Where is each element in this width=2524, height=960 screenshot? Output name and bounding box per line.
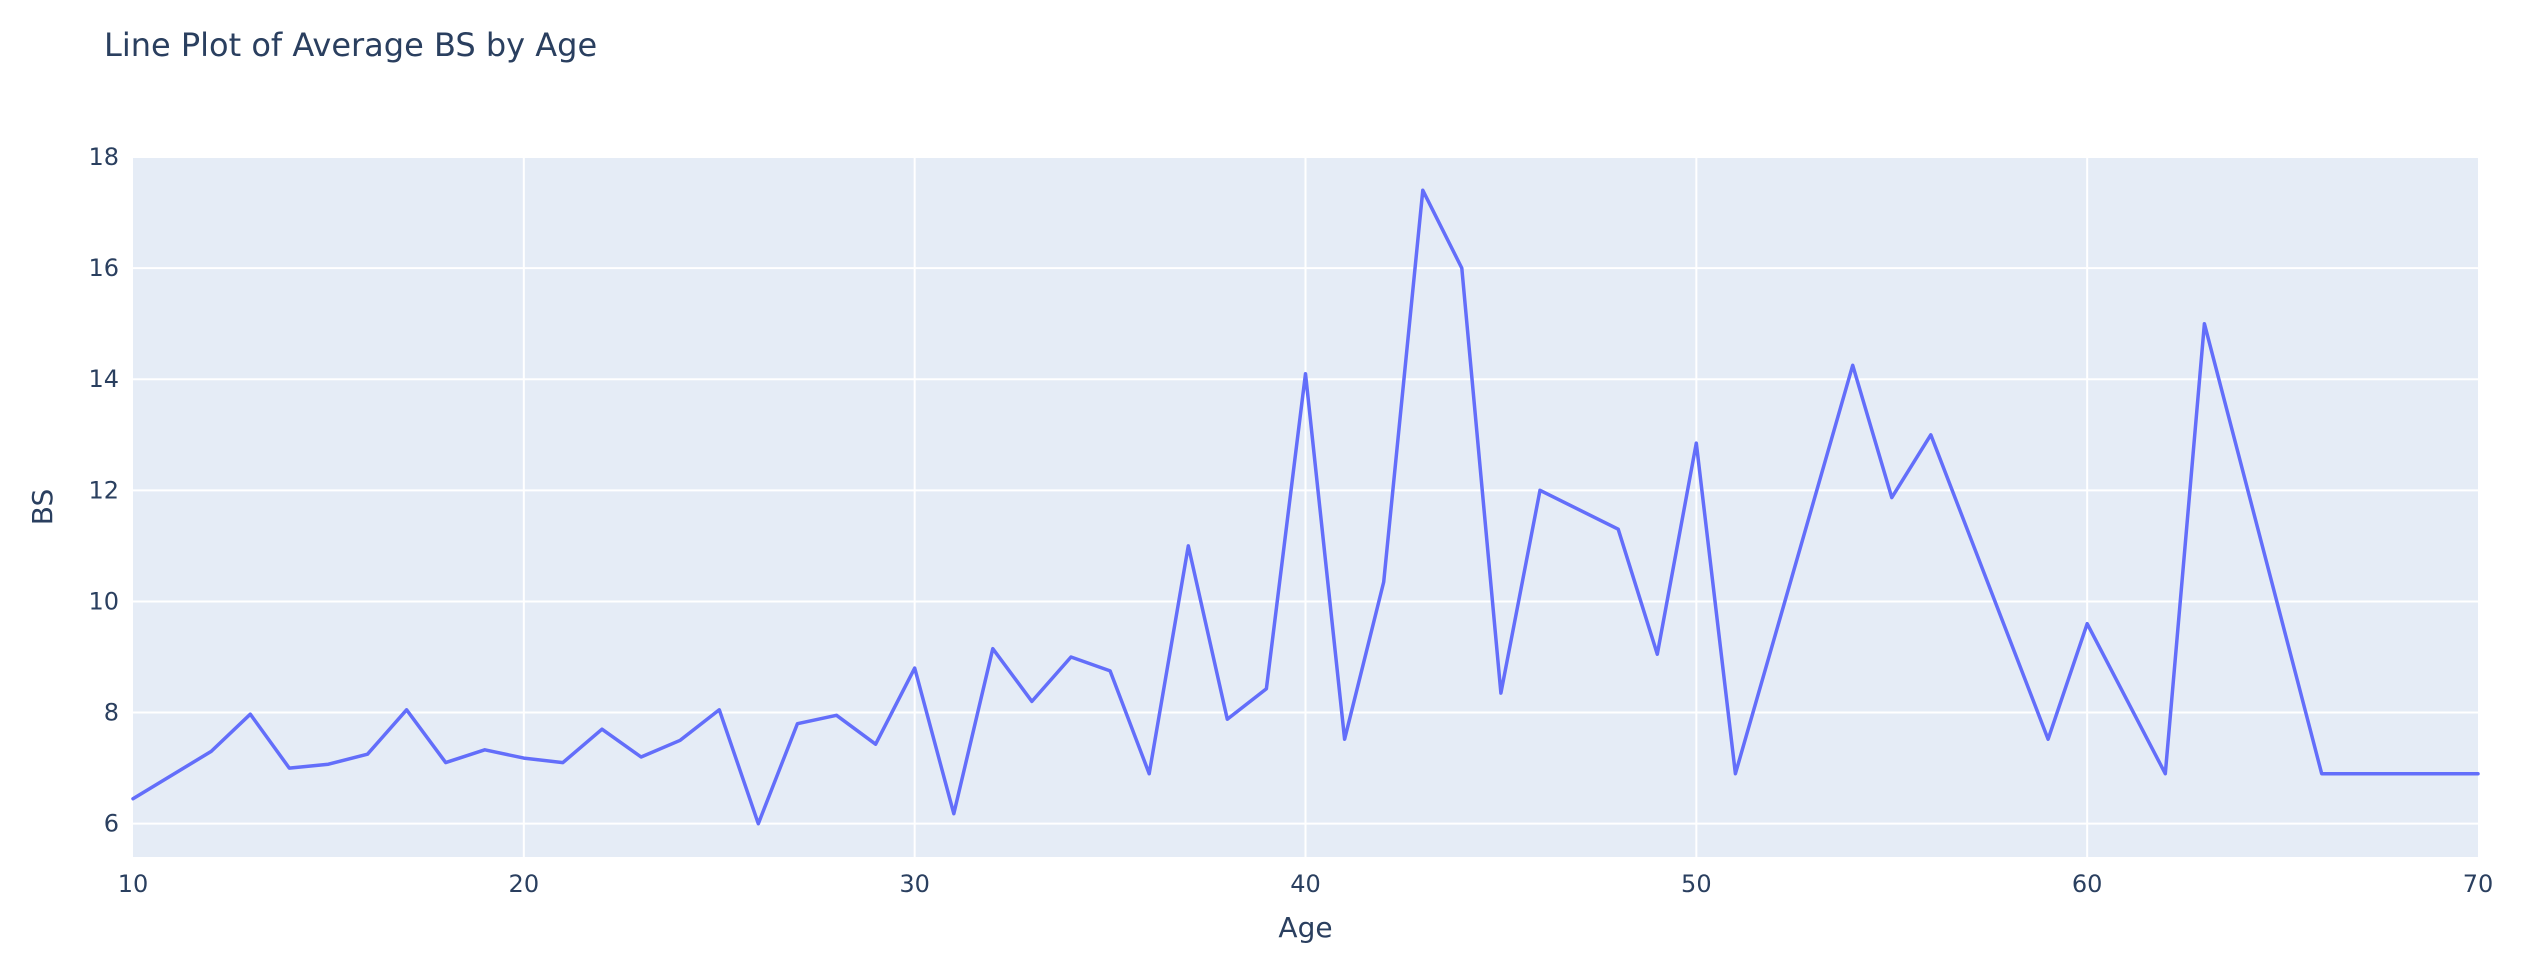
x-tick-label: 20 <box>509 870 540 898</box>
y-tick-label: 18 <box>88 143 119 171</box>
series-layer <box>131 188 2480 826</box>
x-tick-label: 70 <box>2463 870 2494 898</box>
y-tick-label: 16 <box>88 254 119 282</box>
y-tick-label: 14 <box>88 365 119 393</box>
x-axis-title: Age <box>1278 911 1332 944</box>
y-tick-label: 12 <box>88 476 119 504</box>
y-tick-label: 6 <box>104 810 119 838</box>
gridlines <box>133 156 2478 857</box>
x-tick-label: 60 <box>2072 870 2103 898</box>
y-tick-label: 10 <box>88 587 119 615</box>
x-tick-label: 10 <box>118 870 149 898</box>
x-tick-label: 40 <box>1290 870 1321 898</box>
y-tick-label: 8 <box>104 699 119 727</box>
y-axis-title: BS <box>26 489 59 526</box>
tick-labels: 6 8 10 12 14 16 18 10 20 30 40 50 60 70 <box>88 143 2493 898</box>
x-tick-label: 50 <box>1681 870 1712 898</box>
chart-title: Line Plot of Average BS by Age <box>104 26 597 64</box>
series-line <box>131 188 2480 826</box>
x-tick-label: 30 <box>899 870 930 898</box>
